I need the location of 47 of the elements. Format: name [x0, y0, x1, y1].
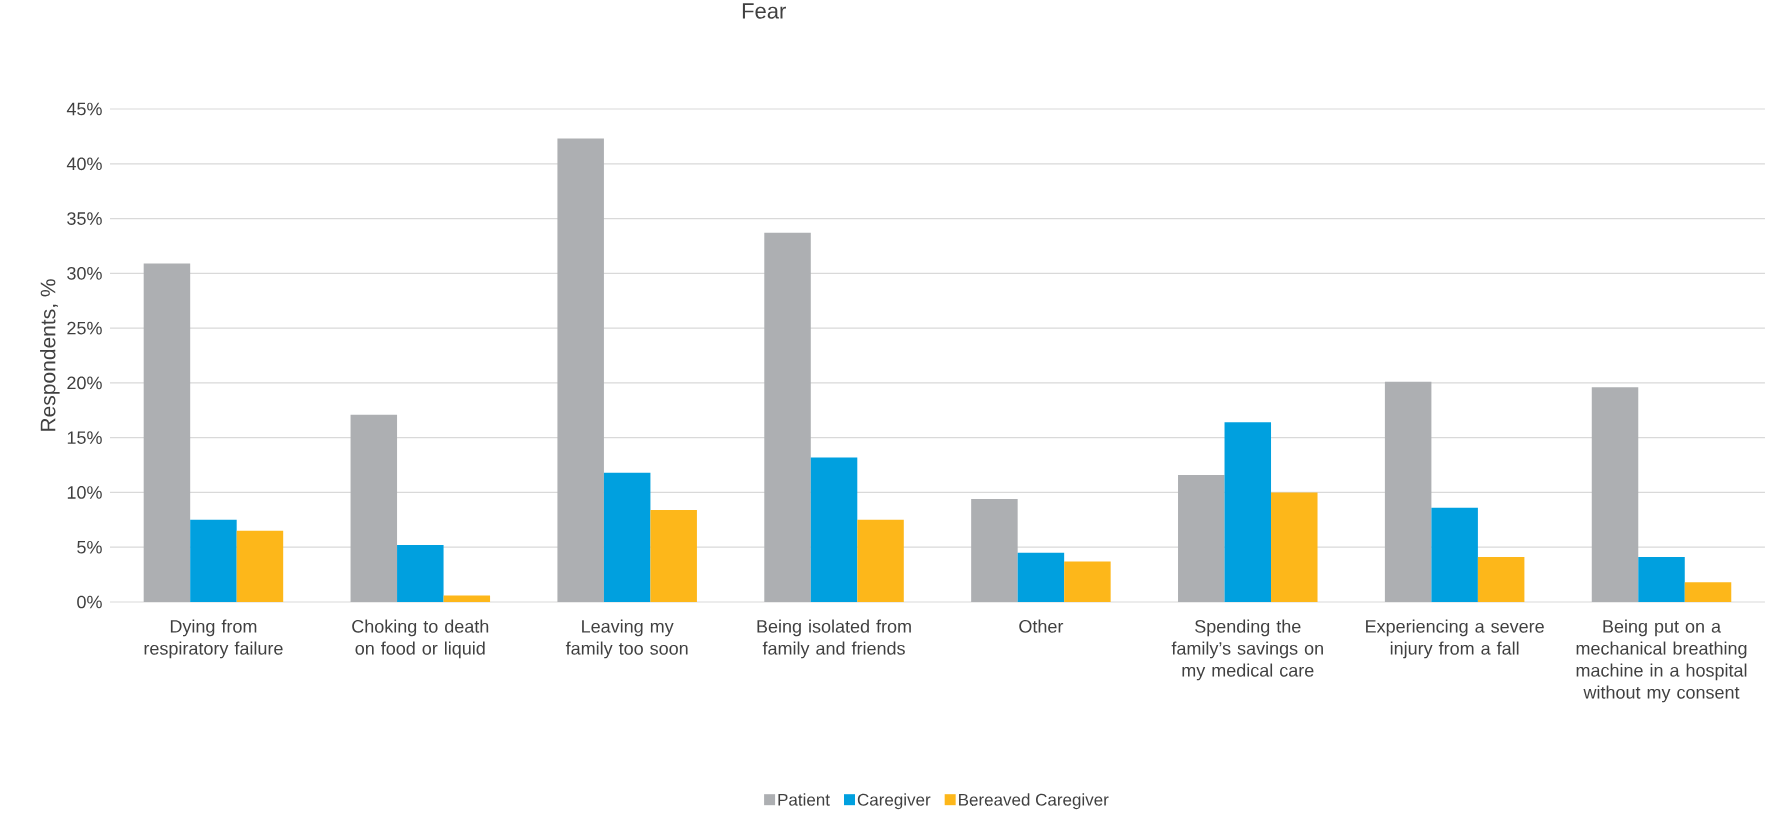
bar [1178, 474, 1225, 602]
y-tick-label: 5% [77, 540, 102, 554]
bar [810, 457, 858, 602]
bar [857, 519, 904, 602]
bar [1384, 381, 1432, 602]
bar [350, 414, 398, 602]
legend-label: Caregiver [857, 793, 931, 810]
x-tick-label: Experiencing a severe injury from a fall [1366, 619, 1544, 659]
bar [650, 509, 697, 602]
y-tick-label: 35% [67, 212, 102, 225]
y-axis-title: Respondents, % [40, 279, 60, 431]
bar [1017, 552, 1065, 602]
bar [1684, 582, 1732, 602]
y-tick-label: 10% [67, 486, 102, 499]
legend-label: Patient [778, 793, 830, 806]
y-tick-label: 20% [67, 376, 102, 390]
y-tick-label: 40% [66, 157, 102, 171]
bar [971, 499, 1018, 602]
bar [236, 530, 284, 602]
bar [1431, 507, 1478, 602]
legend-label: Bereaved Caregiver [959, 793, 1109, 810]
x-tick-label: Dying from respiratory failure [144, 619, 283, 659]
y-tick-label: 45% [66, 102, 102, 116]
bar [603, 472, 651, 602]
x-tick-label: Spending the family’s savings on my medical care [1171, 619, 1323, 681]
bar [1591, 387, 1639, 602]
y-tick-label: 30% [67, 266, 102, 280]
x-tick-label: Choking to death on food or liquid [352, 619, 489, 659]
bar [397, 545, 444, 602]
bar [1271, 492, 1318, 602]
x-tick-label: Leaving my family too soon [565, 619, 688, 659]
bar [190, 519, 237, 602]
bar [1064, 561, 1111, 602]
bar [1477, 557, 1525, 602]
bar [1638, 557, 1685, 602]
bar [143, 263, 191, 602]
y-tick-label: 25% [67, 321, 102, 335]
x-tick-label: Being put on a mechanical breathing machine in a hospital without my consent [1576, 619, 1747, 703]
y-tick-label: 15% [67, 431, 102, 444]
bar [764, 232, 811, 602]
bar [1224, 422, 1272, 602]
x-tick-label: Being isolated from family and friends [757, 619, 911, 659]
y-tick-label: 0% [77, 595, 102, 609]
x-tick-label: Other [1019, 619, 1064, 633]
chart-title: Fear [742, 3, 786, 19]
bar [557, 138, 604, 602]
bar [443, 595, 491, 602]
